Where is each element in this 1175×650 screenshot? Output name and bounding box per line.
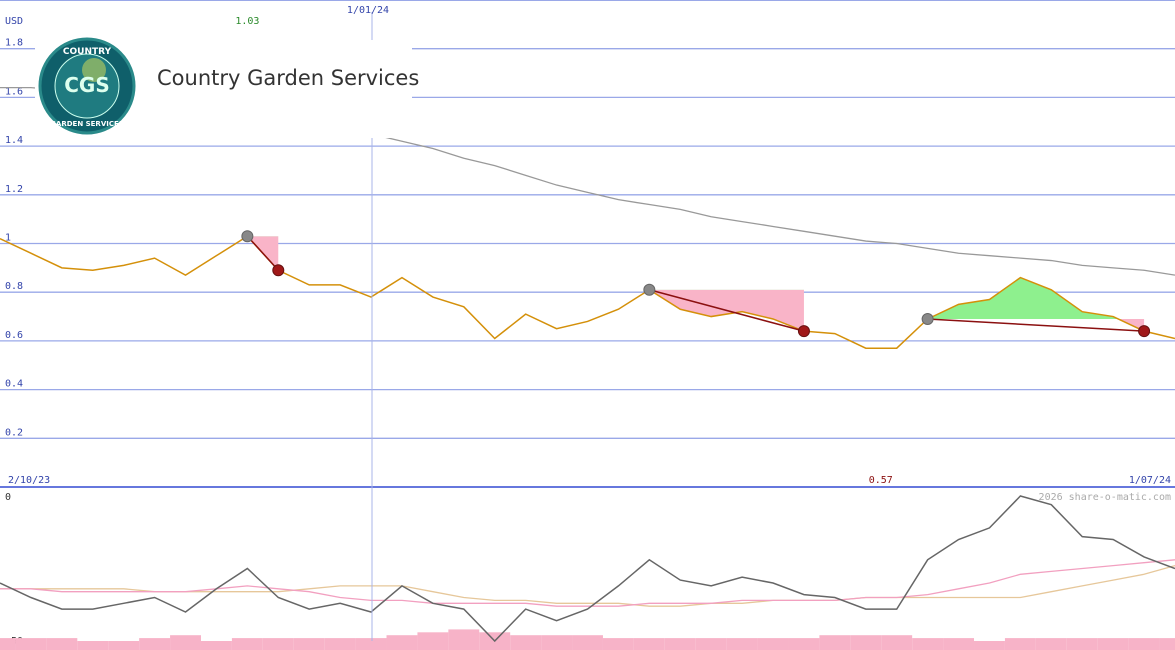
bar [1097,638,1129,650]
watermark: 2026 share-o-matic.com [1039,492,1171,503]
bar [170,635,201,650]
series-line [0,559,1175,607]
bar [850,635,882,650]
logo-bottom: GARDEN SERVICES [50,120,124,128]
y-tick-label: 0.8 [5,281,23,292]
bar [293,638,325,650]
bar [912,638,944,650]
bar [881,635,913,650]
bar [974,641,1005,650]
bar [819,635,851,650]
gain-area [927,277,1145,319]
exit-marker [797,325,810,338]
bar [231,638,263,650]
trade-line [649,289,805,332]
bar [324,638,356,650]
chart-title: Country Garden Services [157,66,419,90]
bar [510,635,542,650]
cursor-label: 1/01/24 [347,5,389,16]
bar [200,641,232,650]
bar [262,638,294,650]
bar [139,638,171,650]
bar [15,638,47,650]
y-tick-label: 1.8 [5,38,23,49]
exit-marker [272,264,285,277]
y-tick-label: 0.6 [5,330,23,341]
bar [448,629,480,650]
entry-marker [921,312,934,325]
bar [695,638,727,650]
high-label: 1.03 [235,16,259,27]
bar [943,638,975,650]
bar [46,638,78,650]
bar [108,641,140,650]
bar [664,638,696,650]
bar [788,638,820,650]
currency: USD [5,16,23,27]
bar [1035,638,1067,650]
series-line [0,495,1175,643]
header: COUNTRY CGS GARDEN SERVICES Country Gard… [35,37,419,138]
bar [1066,638,1098,650]
bar [1159,638,1175,650]
y-tick-label: 1.4 [5,135,23,146]
bar [0,638,16,650]
x-start-label: 2/10/23 [8,475,50,486]
y-tick-label: 0.2 [5,427,23,438]
y-tick-label: 0.4 [5,379,23,390]
bar [757,638,789,650]
trade-line [927,318,1145,332]
bar [355,638,387,650]
bar [572,635,603,650]
exit-marker [1138,325,1151,338]
logo-initials: CGS [64,73,110,97]
entry-marker [643,283,656,296]
logo-top: COUNTRY [63,47,112,57]
bar [77,641,109,650]
x-end-label: 1/07/24 [1129,475,1171,486]
entry-marker [241,230,254,243]
bar [602,638,634,650]
bar [1128,638,1160,650]
bar [417,632,449,650]
low-label: 0.57 [869,475,893,486]
bar [1004,638,1036,650]
y-tick-label: 1.2 [5,184,23,195]
bar [541,635,573,650]
bar [726,638,758,650]
y-tick-label: 0 [5,492,11,503]
series-line [0,235,1175,349]
y-tick-label: 1 [5,233,11,244]
y-tick-label: 1.6 [5,86,23,97]
trade-line [246,235,279,271]
bar [386,635,418,650]
logo-tree [82,58,106,82]
series-line [0,564,1175,607]
bar [633,638,665,650]
